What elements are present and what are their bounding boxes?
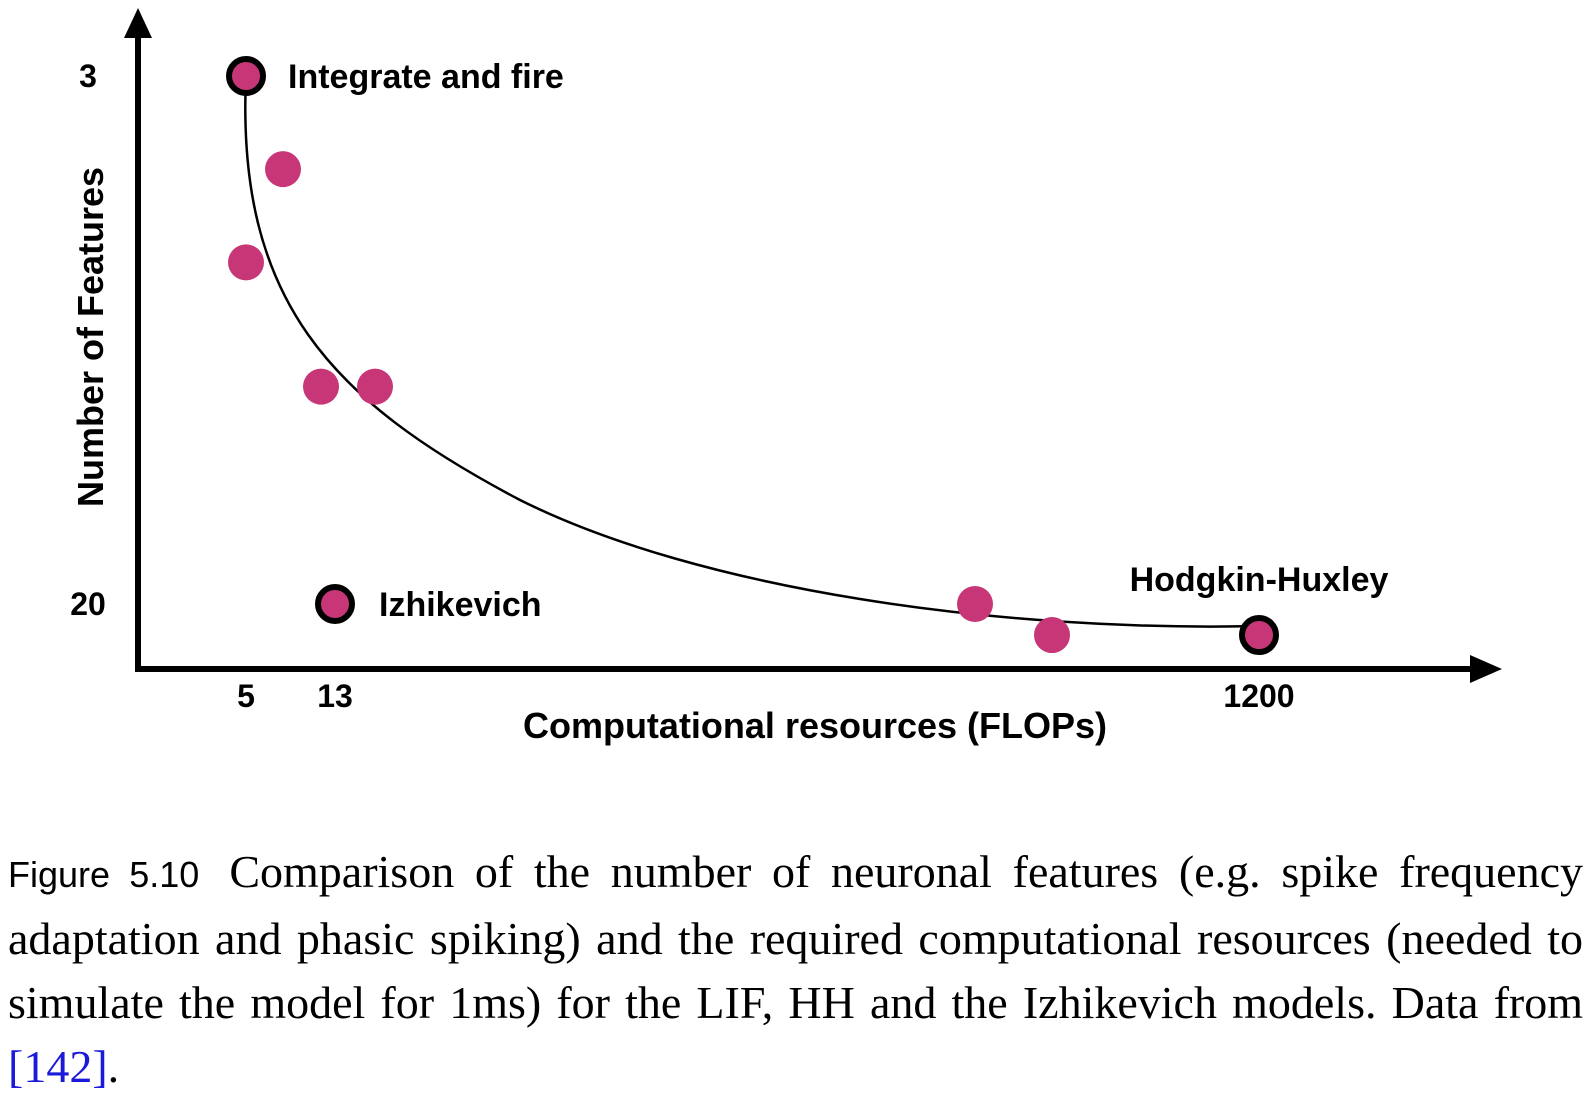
x-axis-arrow	[1470, 655, 1502, 683]
y-axis-arrow	[124, 8, 152, 38]
points-layer	[226, 56, 1279, 656]
point-annotation: Hodgkin-Huxley	[1130, 561, 1389, 599]
caption-end: .	[107, 1041, 120, 1092]
data-point	[303, 368, 339, 405]
data-point	[357, 368, 393, 405]
ticks-layer: 5 13 1200 3 20	[70, 58, 1294, 714]
x-tick-label: 13	[317, 678, 353, 714]
highlighted-data-point	[226, 56, 266, 96]
figure-caption: Figure 5.10 Comparison of the number of n…	[8, 840, 1583, 1099]
y-axis-title: Number of Features	[70, 167, 111, 507]
y-tick-label: 3	[79, 58, 97, 94]
x-axis-title: Computational resources (FLOPs)	[523, 705, 1107, 746]
caption-citation-link[interactable]: [142]	[8, 1041, 108, 1092]
data-point	[265, 151, 301, 188]
y-tick-label: 20	[70, 586, 106, 622]
labels-layer: Integrate and fire Izhikevich Hodgkin-Huxl…	[288, 58, 1388, 624]
data-point	[1034, 617, 1070, 654]
point-annotation: Izhikevich	[379, 586, 542, 624]
highlighted-data-point	[315, 584, 355, 624]
trend-curve	[244, 75, 1261, 628]
caption-label: Figure 5.10	[8, 854, 200, 895]
caption-text: Comparison of the number of neuronal fea…	[8, 846, 1584, 1028]
chart-svg: 5 13 1200 3 20 Integrate and fire Izhikevich H…	[70, 8, 1502, 746]
data-point	[957, 586, 993, 622]
highlighted-data-point	[1239, 615, 1279, 656]
x-tick-label: 1200	[1223, 678, 1294, 714]
point-annotation: Integrate and fire	[288, 58, 564, 96]
x-tick-label: 5	[237, 678, 255, 714]
data-point	[228, 244, 264, 281]
chart: 5 13 1200 3 20 Integrate and fire Izhikevich H…	[70, 8, 1502, 746]
